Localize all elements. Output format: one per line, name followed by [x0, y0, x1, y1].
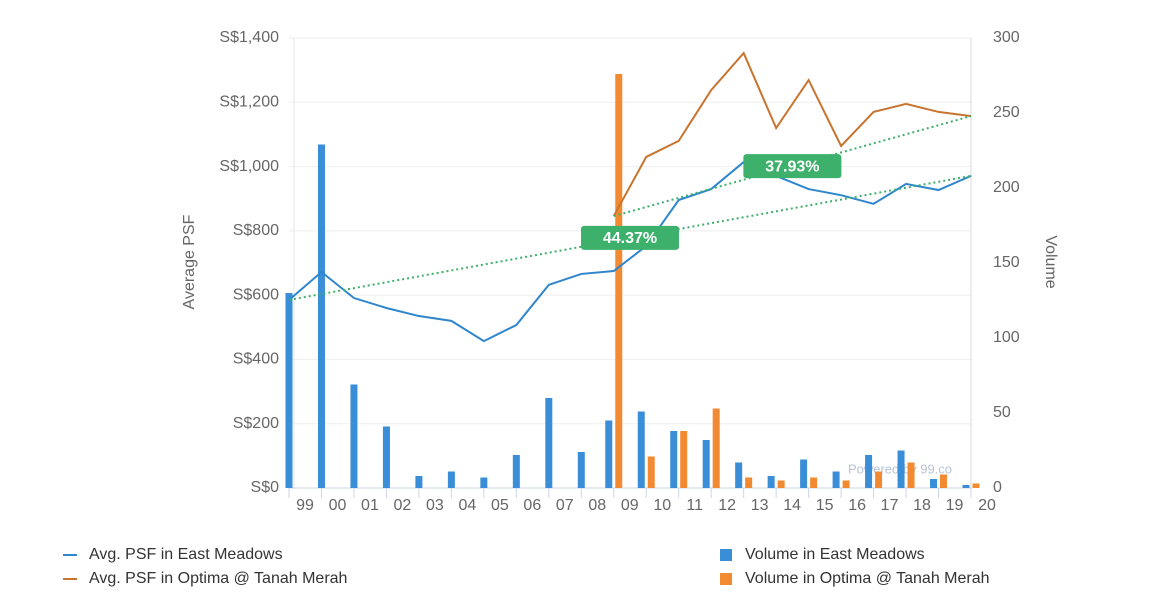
bar — [810, 477, 818, 488]
bar — [680, 431, 688, 488]
x-tick-label: 16 — [848, 497, 866, 514]
y-tick-label: S$1,400 — [219, 29, 279, 46]
y2-tick-label: 0 — [993, 479, 1002, 496]
bar — [415, 476, 423, 488]
line — [288, 160, 972, 343]
x-tick-label: 01 — [361, 497, 379, 514]
bar — [777, 480, 785, 488]
y-tick-label: S$800 — [233, 222, 279, 239]
bar — [930, 479, 938, 488]
x-tick-label: 03 — [426, 497, 444, 514]
bar — [702, 440, 710, 488]
y2-tick-label: 50 — [993, 404, 1011, 421]
bar — [447, 471, 455, 488]
trend-label-box — [743, 154, 842, 179]
y-tick-label: S$1,200 — [219, 94, 279, 111]
bar — [615, 74, 623, 488]
y-tick-label: S$0 — [251, 479, 280, 496]
bar — [767, 476, 775, 488]
bar — [285, 293, 293, 488]
legend: Avg. PSF in East Meadows Avg. PSF in Opti… — [63, 546, 990, 587]
bar — [605, 420, 613, 488]
trend-label: 37.93% — [765, 158, 819, 175]
x-tick-label: 10 — [653, 497, 671, 514]
bar — [865, 455, 873, 488]
y2-axis-title: Volume — [1042, 235, 1059, 288]
legend-label[interactable]: Volume in East Meadows — [745, 546, 925, 563]
x-tick-label: 19 — [946, 497, 964, 514]
bar — [940, 474, 948, 488]
y2-tick-label: 150 — [993, 254, 1020, 271]
bar — [480, 477, 488, 488]
bar — [670, 431, 678, 488]
x-tick-label: 17 — [881, 497, 899, 514]
bar — [897, 450, 905, 488]
x-tick-label: 07 — [556, 497, 574, 514]
x-tick-label: 20 — [978, 497, 996, 514]
bar — [637, 411, 645, 488]
y2-tick-label: 250 — [993, 104, 1020, 121]
bar — [745, 477, 753, 488]
bar — [512, 455, 520, 488]
bar — [317, 144, 325, 488]
bar — [350, 384, 358, 488]
bar — [907, 462, 915, 488]
x-tick-label: 13 — [751, 497, 769, 514]
bar — [647, 456, 655, 488]
bar — [842, 480, 850, 488]
legend-marker — [720, 573, 732, 585]
x-tick-label: 12 — [718, 497, 736, 514]
x-tick-label: 04 — [458, 497, 476, 514]
bar — [382, 426, 390, 488]
legend-label[interactable]: Avg. PSF in East Meadows — [89, 546, 283, 563]
trend-label-box — [581, 225, 679, 250]
y-tick-label: S$600 — [233, 286, 279, 303]
y2-tick-label: 300 — [993, 29, 1020, 46]
x-tick-label: 02 — [394, 497, 412, 514]
bar — [712, 408, 720, 488]
bar — [735, 462, 743, 488]
y2-tick-label: 100 — [993, 329, 1020, 346]
y-tick-label: S$1,000 — [219, 158, 279, 175]
x-tick-label: 05 — [491, 497, 509, 514]
y-tick-label: S$400 — [233, 351, 279, 368]
x-tick-label: 18 — [913, 497, 931, 514]
bar — [577, 452, 585, 488]
bar — [545, 398, 553, 488]
legend-label[interactable]: Avg. PSF in Optima @ Tanah Merah — [89, 570, 347, 587]
x-tick-label: 00 — [329, 497, 347, 514]
legend-marker — [720, 549, 732, 561]
x-tick-label: 15 — [816, 497, 834, 514]
bar — [962, 485, 970, 488]
x-tick-label: 09 — [621, 497, 639, 514]
bar — [832, 471, 840, 488]
x-tick-label: 14 — [783, 497, 801, 514]
y-tick-label: S$200 — [233, 415, 279, 432]
y2-tick-label: 200 — [993, 179, 1020, 196]
y-axis-title: Average PSF — [181, 214, 198, 309]
legend-label[interactable]: Volume in Optima @ Tanah Merah — [745, 570, 990, 587]
x-tick-label: 99 — [296, 497, 314, 514]
line — [612, 51, 972, 217]
bar — [972, 483, 980, 488]
bar — [875, 471, 883, 488]
bar — [800, 459, 808, 488]
x-tick-label: 11 — [686, 497, 703, 514]
x-tick-label: 08 — [588, 497, 606, 514]
trend-label: 44.37% — [603, 230, 657, 247]
x-tick-label: 06 — [523, 497, 541, 514]
